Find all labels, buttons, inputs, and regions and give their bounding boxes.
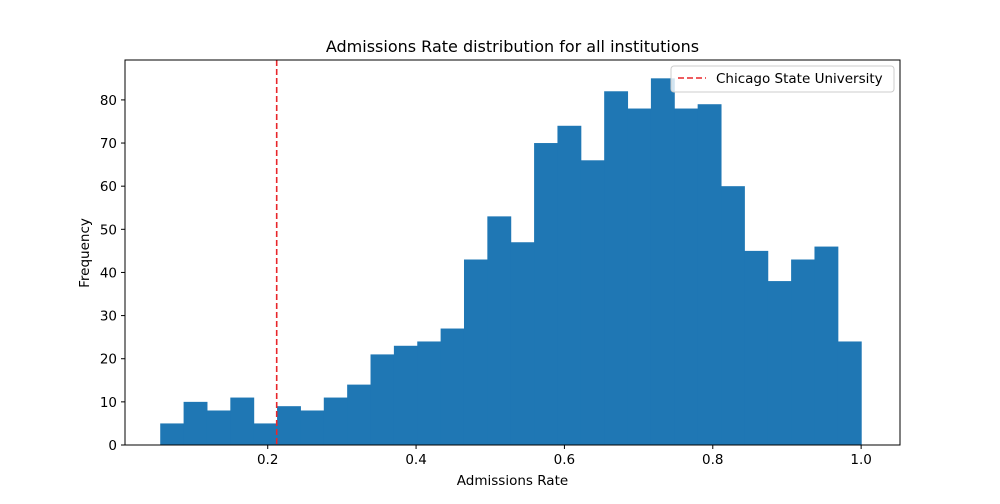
histogram-bar [487, 216, 512, 445]
histogram-bar [440, 328, 465, 445]
x-tick-label: 0.8 [702, 452, 723, 468]
histogram-bar [300, 410, 325, 445]
histogram-bars [160, 78, 862, 446]
y-tick-label: 80 [100, 93, 117, 109]
x-tick-label: 0.2 [257, 452, 278, 468]
histogram-bar [253, 423, 278, 445]
x-axis-label: Admissions Rate [457, 473, 568, 489]
histogram-bar [160, 423, 185, 445]
axes-frame [124, 59, 901, 446]
histogram-bar [837, 341, 862, 445]
x-tick-label: 0.6 [554, 452, 575, 468]
histogram-bar [721, 186, 745, 445]
y-tick-label: 40 [100, 265, 117, 281]
y-tick-label: 60 [100, 179, 117, 195]
histogram-bar [767, 281, 792, 445]
chart-title: Admissions Rate distribution for all ins… [326, 37, 699, 56]
histogram-bar [650, 78, 675, 445]
histogram-bar [604, 91, 629, 446]
y-tick-label: 10 [100, 395, 117, 411]
histogram-bar [534, 143, 558, 446]
histogram-bar [347, 384, 372, 445]
legend-box [670, 65, 895, 93]
histogram-bar [791, 259, 815, 445]
legend: Chicago State University [670, 65, 895, 93]
y-tick-label: 20 [100, 352, 117, 368]
histogram-bar [323, 397, 348, 445]
y-tick-label: 50 [100, 222, 117, 238]
histogram-bar [557, 125, 582, 445]
histogram-bar [393, 345, 418, 445]
y-tick-label: 0 [108, 438, 117, 454]
plot-area: 0.2 0.4 0.6 0.8 1.0 0 10 20 30 40 50 60 70 80 [100, 59, 901, 468]
histogram-bar [510, 242, 535, 445]
histogram-bar [744, 250, 769, 445]
histogram-bar [417, 341, 442, 445]
y-axis-label: Frequency [77, 218, 93, 288]
y-tick-label: 30 [100, 309, 117, 325]
histogram-bar [674, 108, 699, 445]
histogram-bar [697, 104, 722, 445]
histogram-bar [183, 401, 208, 445]
histogram-bar [814, 246, 839, 445]
x-axis-ticks: 0.2 0.4 0.6 0.8 1.0 [257, 445, 872, 468]
histogram-bar [230, 397, 255, 445]
histogram-bar [277, 406, 301, 445]
histogram-bar [370, 354, 395, 445]
legend-entry-label: Chicago State University [716, 71, 883, 87]
x-tick-label: 0.4 [405, 452, 426, 468]
histogram-bar [463, 259, 488, 445]
y-axis-ticks: 0 10 20 30 40 50 60 70 80 [100, 93, 125, 454]
x-tick-label: 1.0 [850, 452, 871, 468]
y-tick-label: 70 [100, 136, 117, 152]
histogram-bar [580, 160, 605, 446]
histogram-bar [627, 108, 652, 445]
histogram-bar [206, 410, 231, 445]
